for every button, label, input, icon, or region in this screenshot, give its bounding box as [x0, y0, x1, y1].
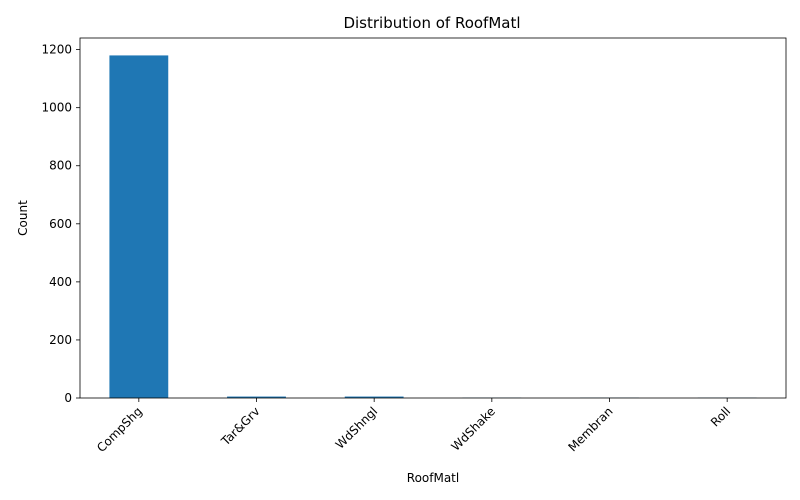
y-axis-label: Count — [16, 200, 30, 236]
x-tick-label: Membran — [565, 404, 615, 454]
y-tick-label: 200 — [49, 333, 72, 347]
x-tick-label: WdShake — [448, 404, 497, 453]
bar-wdshngl — [344, 396, 404, 398]
x-tick-label: Tar&Grv — [218, 404, 263, 449]
bar-compshg — [109, 55, 169, 399]
y-tick-label: 800 — [49, 159, 72, 173]
x-axis: CompShg Tar&Grv WdShngl WdShake Membran Roll — [94, 398, 733, 455]
x-tick-label: Roll — [708, 404, 733, 429]
chart-title: Distribution of RoofMatl — [343, 14, 520, 32]
x-axis-label: RoofMatl — [407, 471, 459, 485]
y-tick-label: 1000 — [41, 101, 72, 115]
y-tick-label: 400 — [49, 275, 72, 289]
plot-frame — [79, 37, 787, 399]
y-tick-label: 0 — [64, 391, 72, 405]
y-tick-label: 1200 — [41, 43, 72, 57]
x-tick-label: WdShngl — [333, 404, 381, 452]
x-tick-label: CompShg — [94, 404, 145, 455]
y-tick-label: 600 — [49, 217, 72, 231]
bar-tar-grv — [227, 396, 286, 398]
y-axis: 0 200 400 600 800 1000 1200 — [41, 43, 80, 405]
bars-group — [109, 55, 757, 399]
